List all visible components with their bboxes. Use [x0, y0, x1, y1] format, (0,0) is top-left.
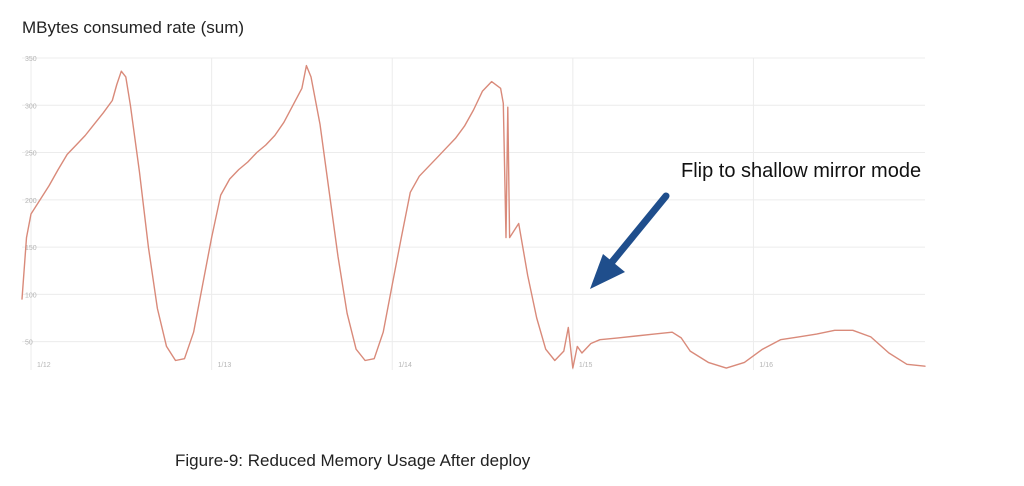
x-tick-label: 1/12 — [37, 362, 51, 369]
x-tick-label: 1/14 — [398, 362, 412, 369]
arrow-shaft — [608, 192, 670, 266]
series-line — [21, 64, 926, 369]
y-tick-label: 100 — [25, 292, 37, 299]
chart-title: MBytes consumed rate (sum) — [22, 18, 245, 37]
y-tick-label: 50 — [25, 340, 33, 347]
tick-labels: 50 100 150 200 250 300 350 1/12 1/13 1/14 1/15 1/16 — [25, 56, 773, 369]
grid — [22, 57, 925, 370]
plot-area — [21, 64, 926, 369]
x-tick-label: 1/15 — [579, 362, 593, 369]
y-tick-label: 150 — [25, 245, 37, 252]
annotation-text: Flip to shallow mirror mode — [681, 160, 922, 182]
figure-caption: Figure-9: Reduced Memory Usage After dep… — [175, 451, 531, 470]
x-tick-label: 1/13 — [218, 362, 232, 369]
annotation-arrow — [590, 192, 670, 289]
y-tick-label: 300 — [25, 103, 37, 110]
y-tick-label: 250 — [25, 151, 37, 158]
y-tick-label: 350 — [25, 56, 37, 63]
y-tick-label: 200 — [25, 198, 37, 205]
x-tick-label: 1/16 — [759, 362, 773, 369]
arrow-head — [590, 254, 625, 289]
